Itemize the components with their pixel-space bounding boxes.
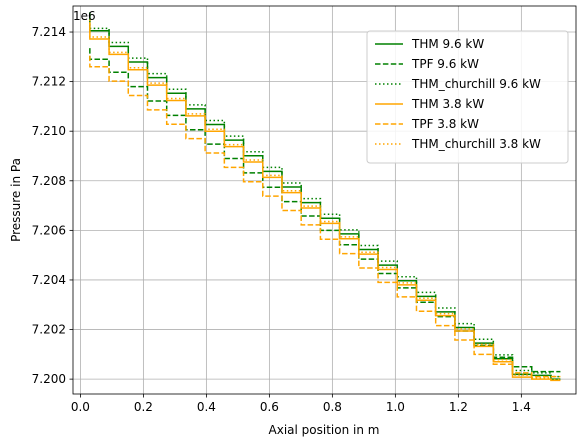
legend-box [366, 30, 569, 164]
series-line-4 [89, 55, 561, 378]
y-tick-label: 7.210 [32, 124, 66, 138]
y-offset-label: 1e6 [73, 9, 96, 23]
legend-label: THM 9.6 kW [411, 37, 484, 51]
legend: THM 9.6 kW TPF 9.6 kW THM_churchill 9.6 kW… [366, 30, 569, 164]
y-tick-label: 7.202 [32, 323, 66, 337]
x-tick-label: 0.6 [260, 400, 279, 414]
x-tick-label: 1.2 [449, 400, 468, 414]
x-tick-label: 0.2 [134, 400, 153, 414]
series-line-5 [89, 19, 561, 381]
y-tick-label: 7.214 [32, 25, 66, 39]
axis-ticks: 0.0 0.2 0.4 0.6 0.8 1.0 1.2 1.4 7.200 7.202 7.204 7… [32, 25, 531, 414]
y-tick-label: 7.200 [32, 372, 66, 386]
x-tick-label: 1.0 [386, 400, 405, 414]
y-tick-label: 7.204 [32, 273, 66, 287]
y-tick-label: 7.206 [32, 223, 66, 237]
x-tick-label: 0.4 [197, 400, 216, 414]
legend-label: THM 3.8 kW [411, 97, 484, 111]
y-tick-label: 7.208 [32, 174, 66, 188]
legend-label: THM_churchill 3.8 kW [411, 137, 541, 151]
plot-frame [72, 5, 577, 395]
legend-label: TPF 9.6 kW [411, 57, 479, 71]
series-lines [89, 12, 561, 382]
x-tick-label: 0.8 [323, 400, 342, 414]
series-line-3 [89, 22, 561, 382]
x-axis-label: Axial position in m [269, 423, 380, 437]
y-tick-label: 7.212 [32, 75, 66, 89]
x-tick-label: 1.4 [512, 400, 531, 414]
legend-label: THM_churchill 9.6 kW [411, 77, 541, 91]
legend-label: TPF 3.8 kW [411, 117, 479, 131]
y-axis-label: Pressure in Pa [9, 158, 23, 242]
x-tick-label: 0.0 [71, 400, 90, 414]
